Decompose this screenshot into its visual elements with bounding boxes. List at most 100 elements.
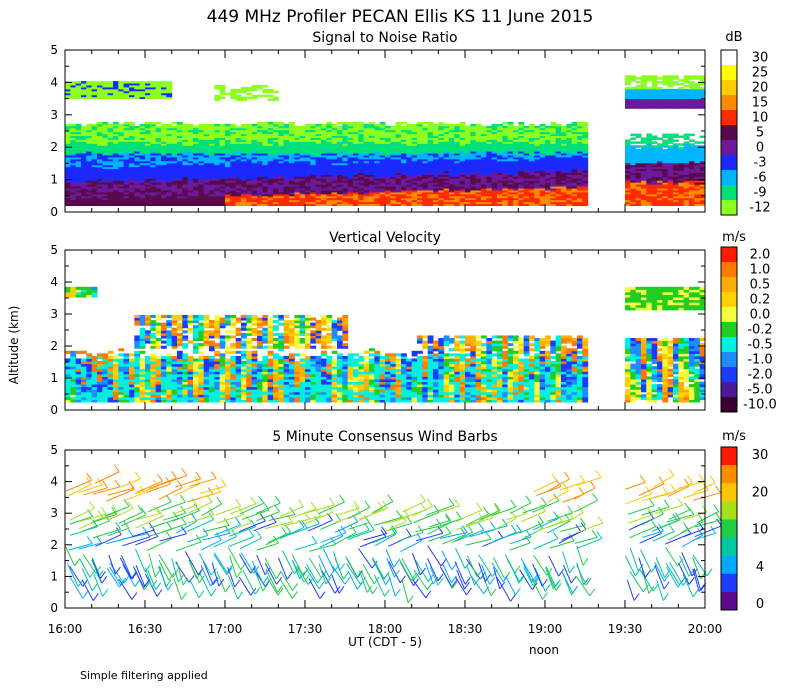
snr-cell bbox=[299, 166, 306, 170]
snr-cell bbox=[113, 162, 119, 166]
snr-cell bbox=[235, 191, 242, 195]
snr-cell bbox=[529, 143, 535, 146]
snr-cell bbox=[155, 137, 162, 140]
snr-cell bbox=[299, 170, 306, 173]
snr-cell bbox=[139, 145, 146, 148]
snr-cell bbox=[363, 203, 370, 207]
snr-cell bbox=[86, 197, 93, 201]
snr-cell bbox=[555, 168, 562, 172]
snr-cell bbox=[438, 174, 445, 177]
snr-cell bbox=[251, 139, 258, 142]
snr-cell bbox=[363, 172, 370, 175]
snr-cell bbox=[577, 174, 583, 177]
snr-cell bbox=[454, 149, 461, 152]
snr-cell bbox=[177, 147, 183, 150]
snr-cell bbox=[454, 186, 461, 189]
snr-cell bbox=[630, 191, 637, 195]
snr-cell bbox=[465, 133, 471, 137]
snr-cell bbox=[529, 131, 535, 135]
snr-cell bbox=[673, 143, 679, 146]
snr-cell bbox=[449, 149, 455, 152]
snr-cell bbox=[550, 191, 557, 195]
snr-cell bbox=[225, 158, 231, 162]
snr-cell bbox=[91, 184, 98, 187]
snr-cell bbox=[230, 203, 237, 207]
snr-cell bbox=[198, 151, 205, 154]
snr-cell bbox=[134, 164, 141, 168]
snr-cell bbox=[161, 141, 167, 144]
snr-cell bbox=[427, 143, 434, 146]
snr-cell bbox=[161, 84, 167, 88]
snr-cell bbox=[534, 203, 541, 207]
snr-cell bbox=[187, 176, 194, 179]
snr-cell bbox=[182, 156, 189, 160]
snr-cell bbox=[337, 186, 343, 189]
snr-cell bbox=[97, 137, 103, 140]
snr-cell bbox=[539, 158, 546, 162]
snr-cell bbox=[443, 174, 450, 177]
snr-cell bbox=[470, 125, 477, 129]
snr-cell bbox=[481, 170, 487, 173]
snr-cell bbox=[625, 86, 631, 90]
snr-cell bbox=[529, 137, 535, 140]
snr-cell bbox=[550, 188, 557, 191]
snr-cell bbox=[539, 201, 546, 205]
snr-cell bbox=[267, 201, 274, 205]
snr-cell bbox=[641, 102, 647, 105]
snr-cell bbox=[113, 193, 119, 197]
snr-cell bbox=[401, 133, 407, 137]
snr-cell bbox=[662, 164, 669, 168]
snr-cell bbox=[347, 135, 354, 138]
snr-cell bbox=[395, 158, 402, 162]
snr-cell bbox=[102, 133, 109, 137]
snr-cell bbox=[294, 166, 301, 170]
snr-cell bbox=[225, 168, 231, 172]
snr-cell bbox=[358, 137, 365, 140]
snr-cell bbox=[273, 131, 279, 135]
snr-cell bbox=[299, 174, 306, 177]
snr-cell bbox=[497, 158, 503, 162]
snr-cell bbox=[651, 81, 658, 84]
snr-cell bbox=[198, 203, 205, 207]
snr-cell bbox=[502, 193, 509, 197]
snr-cell bbox=[246, 127, 253, 131]
snr-cell bbox=[502, 203, 509, 207]
snr-cell bbox=[571, 182, 578, 185]
snr-cell bbox=[465, 201, 471, 205]
snr-cell bbox=[577, 193, 583, 197]
snr-cell bbox=[689, 147, 695, 150]
snr-cell bbox=[118, 162, 125, 166]
snr-cell bbox=[342, 151, 349, 154]
snr-cell bbox=[475, 188, 482, 191]
snr-cell bbox=[251, 160, 258, 164]
snr-cell bbox=[241, 129, 247, 133]
snr-cell bbox=[625, 174, 631, 177]
snr-cell bbox=[331, 149, 338, 152]
snr-cell bbox=[449, 151, 455, 154]
snr-cell bbox=[203, 180, 210, 183]
snr-cell bbox=[145, 178, 151, 181]
snr-cell bbox=[582, 168, 589, 172]
snr-cell bbox=[369, 180, 375, 183]
snr-cell bbox=[454, 176, 461, 179]
snr-cell bbox=[353, 166, 359, 170]
snr-cell bbox=[518, 125, 525, 129]
snr-cell bbox=[630, 162, 637, 166]
snr-cell bbox=[321, 180, 327, 183]
snr-cell bbox=[443, 123, 450, 127]
snr-cell bbox=[70, 147, 77, 150]
snr-cell bbox=[235, 154, 242, 158]
snr-cell bbox=[209, 135, 215, 138]
snr-cell bbox=[230, 137, 237, 140]
snr-cell bbox=[262, 180, 269, 183]
snr-cell bbox=[427, 201, 434, 205]
snr-cell bbox=[454, 143, 461, 146]
snr-cell bbox=[203, 172, 210, 175]
snr-cell bbox=[646, 197, 653, 201]
snr-cell bbox=[321, 170, 327, 173]
snr-cell bbox=[390, 145, 397, 148]
snr-cell bbox=[534, 127, 541, 131]
snr-cell bbox=[118, 153, 125, 156]
snr-cell bbox=[166, 189, 173, 193]
snr-cell bbox=[449, 160, 455, 164]
